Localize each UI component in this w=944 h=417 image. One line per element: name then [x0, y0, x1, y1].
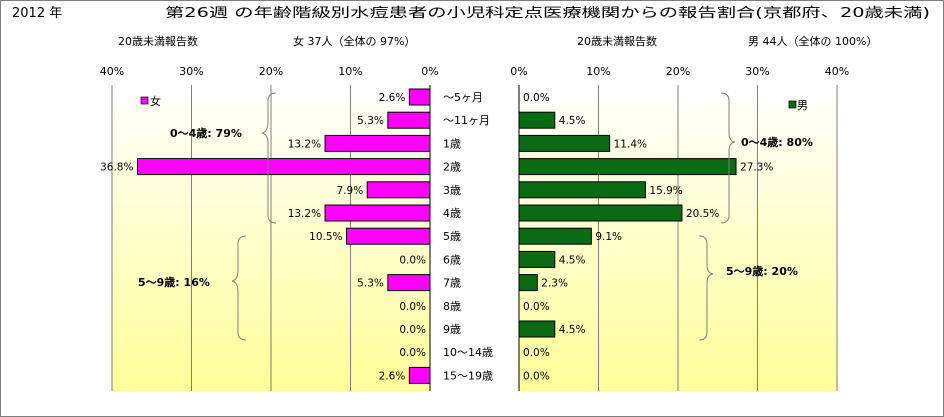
female-data-label: 13.2%: [288, 208, 321, 220]
female-bar: [346, 227, 431, 245]
female-bracket-5-9: [231, 235, 247, 341]
male-x-tick-label: 30%: [745, 65, 769, 78]
female-subtitle-count: 20歳未満報告数: [118, 35, 198, 48]
male-annotation-0-4: 0～4歳: 80%: [741, 135, 813, 149]
male-data-label: 27.3%: [740, 162, 773, 174]
female-bar: [324, 204, 431, 222]
category-label: 10～14歳: [443, 346, 493, 359]
male-data-label: 0.0%: [523, 370, 550, 382]
male-bar: [518, 227, 592, 245]
female-data-label: 2.6%: [379, 370, 406, 382]
male-data-label: 4.5%: [559, 324, 586, 336]
male-bar: [518, 274, 538, 292]
male-data-label: 9.1%: [595, 231, 622, 243]
male-subtitle-share: 男 44人（全体の 100%）: [748, 34, 877, 48]
male-bar: [518, 320, 556, 338]
female-legend-label: 女: [150, 94, 161, 108]
female-bar: [324, 134, 431, 152]
male-bar: [518, 111, 556, 129]
female-subtitle-share: 女 37人（全体の 97%）: [293, 34, 415, 48]
chart-year: 2012 年: [12, 6, 62, 21]
category-label: 2歳: [443, 161, 461, 174]
male-bar: [518, 158, 737, 176]
female-data-label: 10.5%: [309, 231, 342, 243]
female-data-label: 0.0%: [399, 324, 426, 336]
female-data-label: 2.6%: [379, 92, 406, 104]
category-label: 6歳: [443, 253, 461, 266]
category-label: 7歳: [443, 277, 461, 290]
male-bar: [518, 134, 611, 152]
category-label: 1歳: [443, 137, 461, 150]
category-label: 4歳: [443, 207, 461, 220]
female-x-tick-label: 0%: [421, 65, 438, 78]
male-data-label: 20.5%: [686, 208, 719, 220]
female-bar: [136, 158, 431, 176]
female-x-tick-label: 20%: [259, 65, 283, 78]
category-label: ～5ヶ月: [443, 91, 483, 104]
male-subtitle-count: 20歳未満報告数: [577, 35, 657, 48]
male-data-label: 0.0%: [523, 347, 550, 359]
male-annotation-5-9: 5～9歳: 20%: [726, 264, 798, 278]
female-annotation-0-4: 0～4歳: 79%: [170, 126, 242, 140]
female-bar: [387, 274, 431, 292]
male-x-tick-label: 10%: [586, 65, 610, 78]
male-x-tick-label: 0%: [510, 65, 527, 78]
male-bar: [518, 204, 683, 222]
female-data-label: 5.3%: [357, 278, 384, 290]
female-bar: [366, 181, 431, 199]
male-legend-swatch: [788, 100, 797, 109]
male-x-tick-label: 20%: [666, 65, 690, 78]
male-data-label: 0.0%: [523, 301, 550, 313]
male-bar: [518, 250, 556, 268]
category-label: 8歳: [443, 300, 461, 313]
female-data-label: 5.3%: [357, 115, 384, 127]
male-data-label: 11.4%: [614, 138, 647, 150]
male-data-label: 4.5%: [559, 254, 586, 266]
category-label: 15～19歳: [443, 369, 493, 382]
female-data-label: 7.9%: [337, 185, 364, 197]
male-bracket-5-9: [698, 235, 714, 341]
male-data-label: 15.9%: [649, 185, 682, 197]
female-bracket-0-4: [261, 92, 277, 224]
female-annotation-5-9: 5～9歳: 16%: [138, 275, 210, 289]
female-x-tick-label: 40%: [100, 65, 124, 78]
female-data-label: 36.8%: [100, 162, 133, 174]
female-bar: [387, 111, 431, 129]
female-data-label: 0.0%: [399, 301, 426, 313]
category-label: 9歳: [443, 323, 461, 336]
female-data-label: 13.2%: [288, 138, 321, 150]
category-label: 3歳: [443, 184, 461, 197]
chart-title: 第26週 の年齢階級別水痘患者の小児科定点医療機関からの報告割合(京都府、20歳…: [165, 5, 930, 21]
male-data-label: 0.0%: [523, 92, 550, 104]
female-data-label: 0.0%: [399, 254, 426, 266]
female-legend-swatch: [140, 96, 149, 105]
category-label: 5歳: [443, 230, 461, 243]
male-data-label: 2.3%: [541, 278, 568, 290]
female-data-label: 0.0%: [399, 347, 426, 359]
male-data-label: 4.5%: [559, 115, 586, 127]
category-label: ～11ヶ月: [443, 114, 490, 127]
male-bar: [518, 181, 646, 199]
female-bar: [408, 366, 431, 384]
female-x-tick-label: 30%: [179, 65, 203, 78]
male-bracket-0-4: [720, 92, 736, 224]
male-x-tick-label: 40%: [825, 65, 849, 78]
female-bar: [408, 88, 431, 106]
male-legend-label: 男: [797, 99, 808, 112]
female-x-tick-label: 10%: [338, 65, 362, 78]
